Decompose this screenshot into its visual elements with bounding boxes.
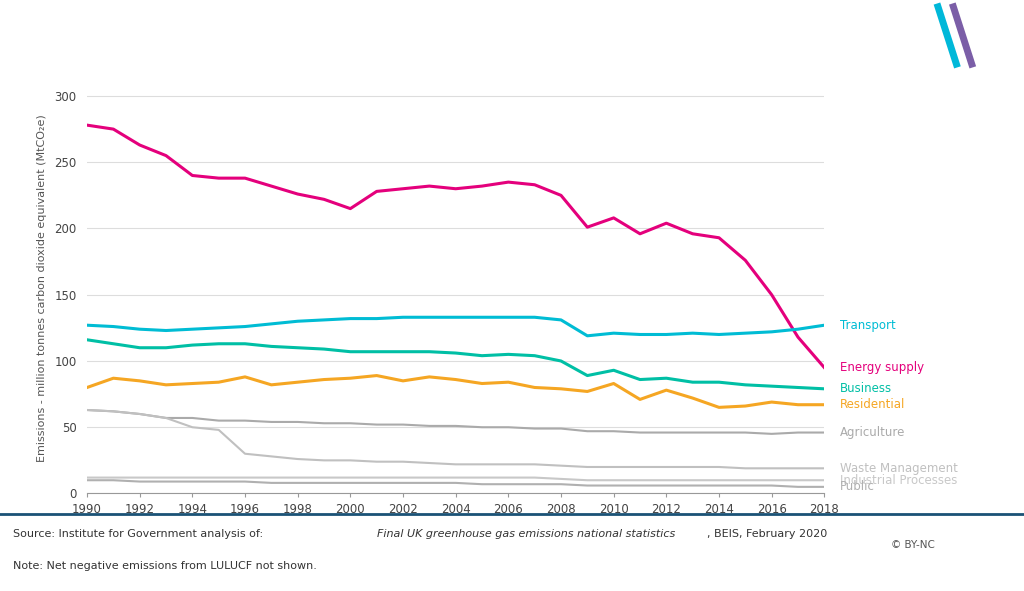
Text: Agriculture: Agriculture [840, 426, 905, 439]
Text: Waste Management: Waste Management [840, 462, 958, 475]
Text: Residential: Residential [840, 398, 905, 411]
Y-axis label: Emissions - million tonnes carbon dioxide equivalent (MtCO₂e): Emissions - million tonnes carbon dioxid… [38, 114, 47, 462]
Text: Transport: Transport [840, 319, 896, 332]
Text: , BEIS, February 2020: , BEIS, February 2020 [707, 529, 826, 539]
Text: Source: Institute for Government analysis of:: Source: Institute for Government analysi… [13, 529, 267, 539]
Text: Public: Public [840, 480, 874, 493]
Text: Business: Business [840, 382, 892, 395]
Text: Note: Net negative emissions from LULUCF not shown.: Note: Net negative emissions from LULUCF… [13, 561, 317, 571]
Text: © BY-NC: © BY-NC [891, 540, 935, 550]
Text: Final UK greenhouse gas emissions national statistics: Final UK greenhouse gas emissions nation… [377, 529, 675, 539]
Text: Energy supply: Energy supply [840, 361, 925, 374]
Text: Industrial Processes: Industrial Processes [840, 474, 957, 487]
Text: UK - Emissions by sector, 1990-2018: UK - Emissions by sector, 1990-2018 [15, 29, 442, 49]
Text: IfG: IfG [949, 24, 998, 54]
